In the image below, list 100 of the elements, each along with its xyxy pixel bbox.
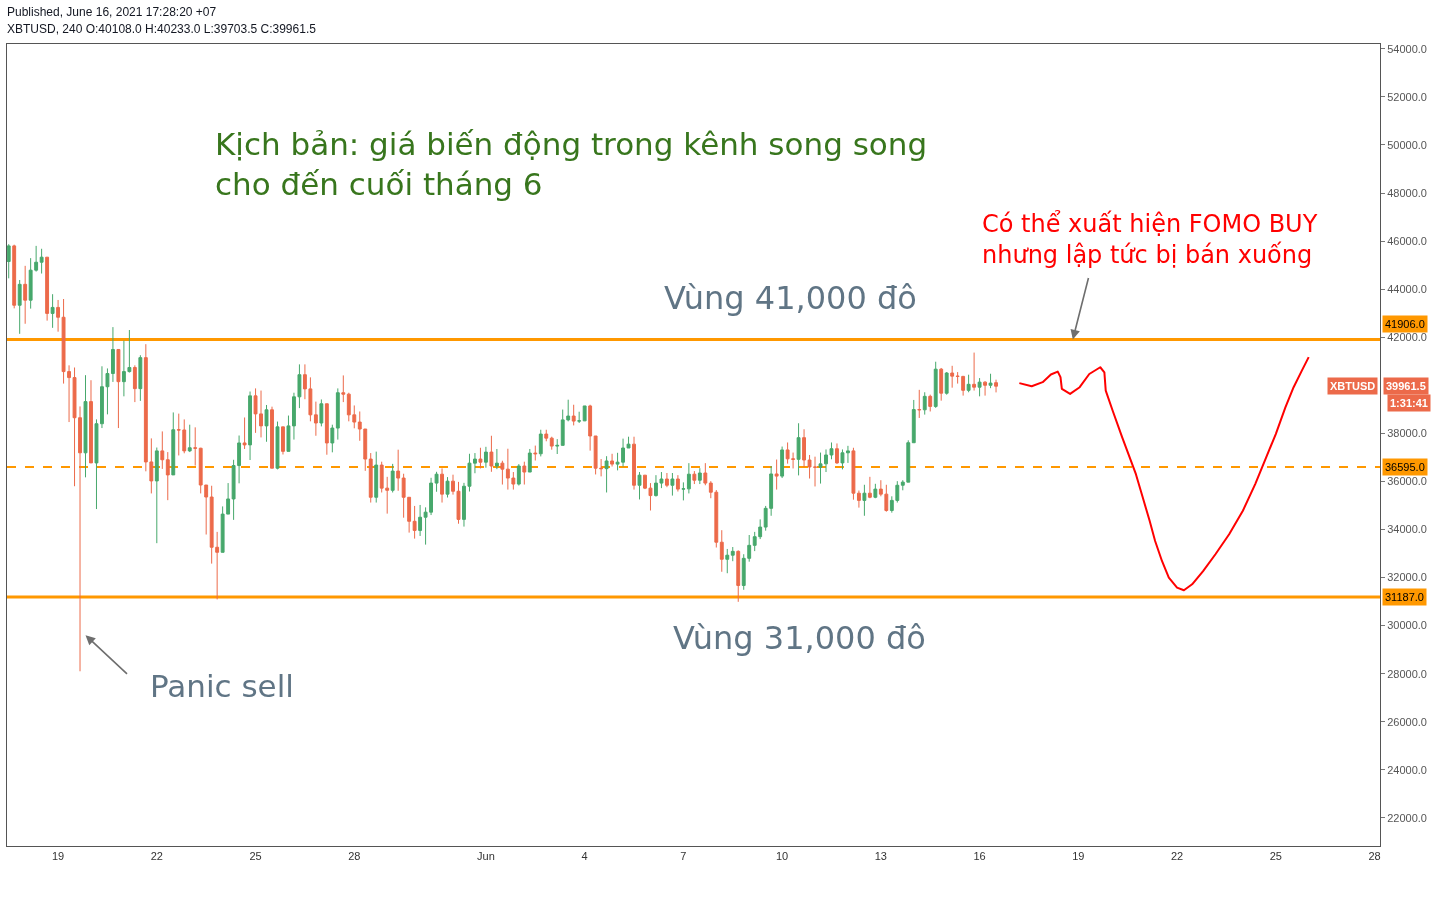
y-tick-label: 48000.0 bbox=[1387, 186, 1427, 199]
y-tick-label: 54000.0 bbox=[1387, 42, 1427, 55]
candlestick bbox=[983, 381, 988, 397]
candlestick bbox=[324, 403, 329, 456]
candlestick bbox=[23, 265, 28, 325]
candlestick bbox=[582, 405, 587, 422]
x-tick-label: Jun bbox=[477, 850, 495, 863]
candlestick bbox=[116, 348, 121, 429]
candlestick bbox=[160, 430, 165, 470]
candlestick bbox=[242, 416, 247, 450]
x-tick-label: 22 bbox=[150, 850, 163, 863]
x-tick-label: 19 bbox=[1072, 850, 1085, 863]
x-tick-label: 7 bbox=[680, 850, 687, 863]
y-tick-label: 46000.0 bbox=[1387, 234, 1427, 247]
candlestick bbox=[686, 462, 691, 494]
candlestick bbox=[396, 449, 401, 492]
x-tick-label: 25 bbox=[249, 850, 262, 863]
candlestick bbox=[281, 426, 285, 455]
candlestick bbox=[555, 438, 560, 455]
candlestick bbox=[412, 505, 417, 540]
text: 1:31:41 bbox=[1390, 397, 1428, 409]
y-tick-label: 50000.0 bbox=[1387, 138, 1427, 151]
candlestick bbox=[264, 404, 269, 443]
y-tick-label: 32000.0 bbox=[1387, 571, 1427, 584]
candlestick bbox=[675, 474, 680, 492]
candlestick bbox=[418, 504, 423, 537]
candlestick bbox=[440, 467, 444, 504]
candlestick bbox=[972, 352, 977, 392]
candlestick bbox=[730, 546, 735, 562]
candlestick bbox=[725, 548, 730, 574]
candlestick bbox=[911, 399, 916, 444]
y-tick-label: 30000.0 bbox=[1387, 619, 1427, 632]
candlestick bbox=[193, 426, 198, 467]
candlestick bbox=[588, 404, 593, 452]
y-tick-label: 44000.0 bbox=[1387, 282, 1427, 295]
candlestick bbox=[527, 448, 532, 473]
candlestick bbox=[867, 476, 872, 499]
candlestick bbox=[703, 462, 708, 486]
candlestick bbox=[928, 394, 933, 412]
y-tick-label: 38000.0 bbox=[1387, 427, 1427, 440]
candlestick bbox=[670, 472, 675, 497]
candlestick bbox=[341, 374, 346, 403]
x-tick-label: 16 bbox=[973, 850, 986, 863]
candlestick bbox=[692, 470, 697, 485]
candlestick bbox=[719, 529, 724, 573]
candlestick bbox=[50, 293, 55, 329]
annotation: XBTUSD bbox=[1330, 380, 1376, 392]
y-tick-label: 28000.0 bbox=[1387, 667, 1427, 680]
x-tick-label: 28 bbox=[1368, 850, 1381, 863]
candlestick bbox=[977, 377, 982, 397]
x-tick-label: 19 bbox=[51, 850, 65, 863]
candlestick bbox=[154, 447, 159, 544]
ref-line-label: 31187.0 bbox=[1385, 591, 1424, 603]
y-tick-label: 36000.0 bbox=[1387, 475, 1427, 488]
y-tick-label: 26000.0 bbox=[1387, 715, 1427, 728]
annotation: Có thể xuất hiện FOMO BUY nhưng lập tức bị bán xuống bbox=[982, 210, 1318, 270]
candlestick bbox=[944, 371, 949, 396]
candlestick bbox=[12, 244, 17, 309]
candlestick bbox=[89, 379, 93, 464]
x-tick-label: 10 bbox=[775, 850, 789, 863]
candlestick bbox=[780, 446, 785, 479]
candlestick bbox=[538, 429, 543, 457]
candlestick bbox=[966, 374, 971, 393]
y-tick-label: 42000.0 bbox=[1387, 331, 1427, 344]
chart-title: Published, June 16, 2021 17:28:20 +07 bbox=[7, 5, 217, 19]
candlestick bbox=[571, 404, 576, 426]
candlestick bbox=[796, 422, 801, 476]
ref-line-label: 41906.0 bbox=[1385, 318, 1425, 330]
candlestick bbox=[577, 411, 582, 424]
candlestick bbox=[275, 421, 280, 470]
candlestick bbox=[500, 460, 505, 486]
candlestick bbox=[544, 429, 549, 442]
x-tick-label: 22 bbox=[1170, 850, 1184, 863]
candlestick bbox=[610, 453, 615, 468]
candlestick bbox=[7, 243, 11, 279]
candlestick bbox=[862, 484, 867, 517]
candlestick bbox=[445, 476, 450, 499]
annotation: Vùng 41,000 đô bbox=[664, 279, 917, 317]
candlestick bbox=[483, 446, 488, 469]
candlestick bbox=[922, 391, 927, 416]
x-tick-label: 28 bbox=[348, 850, 361, 863]
text: 39961.5 bbox=[1386, 380, 1426, 392]
candlestick bbox=[664, 472, 669, 488]
x-tick-label: 13 bbox=[874, 850, 887, 863]
candlestick bbox=[522, 461, 527, 486]
candlestick bbox=[187, 424, 192, 452]
chart-subtitle: XBTUSD, 240 O:40108.0 H:40233.0 L:39703.5 C:39961.5 bbox=[7, 22, 316, 36]
annotation: Panic sell bbox=[150, 668, 294, 704]
candlestick bbox=[835, 442, 839, 465]
candlestick bbox=[917, 389, 922, 419]
candlestick bbox=[494, 448, 499, 470]
candlestick bbox=[736, 549, 741, 603]
candlestick bbox=[270, 406, 274, 469]
candlestick bbox=[988, 373, 993, 389]
ref-line-label: 36595.0 bbox=[1385, 461, 1425, 473]
candlestick bbox=[604, 455, 609, 493]
candlestick bbox=[45, 256, 50, 322]
candlestick bbox=[335, 387, 340, 441]
candlestick bbox=[390, 463, 395, 493]
annotation: Kịch bản: giá biến động trong kênh song song cho đến cuối tháng 6 bbox=[215, 126, 928, 203]
